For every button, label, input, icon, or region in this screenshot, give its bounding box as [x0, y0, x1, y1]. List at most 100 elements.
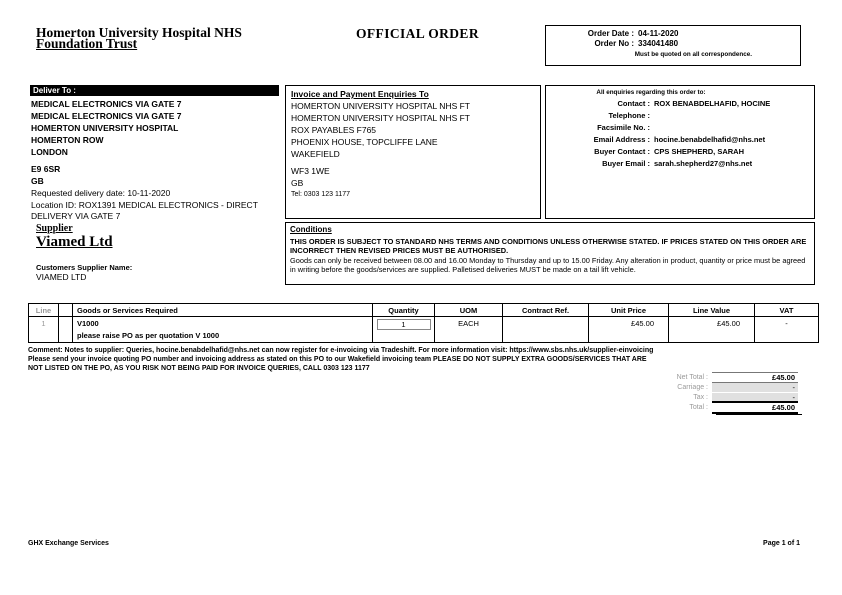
- invoice-address-line: HOMERTON UNIVERSITY HOSPITAL NHS FT: [291, 101, 470, 111]
- supplier-heading: Supplier: [36, 223, 73, 234]
- items-table-header-row: Line Goods or Services Required Quantity…: [28, 303, 819, 317]
- col-header-vat: VAT: [754, 303, 819, 317]
- conditions-box: Conditions THIS ORDER IS SUBJECT TO STAN…: [285, 222, 815, 285]
- table-row: 1 V1000 please raise PO as per quotation…: [28, 316, 819, 343]
- invoice-address-line: WAKEFIELD: [291, 149, 340, 159]
- footer-page-number: Page 1 of 1: [763, 540, 800, 547]
- deliver-country: GB: [31, 176, 44, 186]
- comment-line2: Please send your invoice quoting PO numb…: [28, 356, 647, 363]
- col-header-uom: UOM: [434, 303, 503, 317]
- tax-row: Tax : -: [648, 392, 818, 402]
- enquiries-row-telephone: Telephone :: [546, 110, 814, 122]
- buyer-contact-value: CPS SHEPHERD, SARAH: [654, 147, 745, 156]
- col-header-line-value: Line Value: [668, 303, 755, 317]
- invoice-postcode: WF3 1WE: [291, 166, 330, 176]
- buyer-email-value: sarah.shepherd27@nhs.net: [654, 159, 753, 168]
- conditions-paragraph-2: Goods can only be received between 08.00…: [290, 255, 806, 275]
- invoice-address-line: ROX PAYABLES F765: [291, 125, 377, 135]
- tax-value: -: [712, 392, 798, 402]
- item-description-line2: please raise PO as per quotation V 1000: [77, 331, 220, 340]
- page-title: OFFICIAL ORDER: [356, 26, 479, 41]
- col-header-goods: Goods or Services Required: [72, 303, 373, 317]
- carriage-value: -: [712, 382, 798, 392]
- invoice-telephone: Tel: 0303 123 1177: [291, 191, 351, 198]
- conditions-paragraph-1: THIS ORDER IS SUBJECT TO STANDARD NHS TE…: [290, 236, 807, 256]
- order-no-value: 334041480: [638, 39, 679, 48]
- order-no-label: Order No :: [594, 39, 634, 48]
- invoice-address-line: PHOENIX HOUSE, TOPCLIFFE LANE: [291, 137, 438, 147]
- footer-service-name: GHX Exchange Services: [28, 540, 109, 547]
- col-header-contract-ref: Contract Ref.: [502, 303, 589, 317]
- conditions-heading: Conditions: [290, 225, 332, 234]
- carriage-label: Carriage :: [677, 383, 708, 391]
- order-date-label: Order Date :: [587, 29, 634, 38]
- deliver-to-address: MEDICAL ELECTRONICS VIA GATE 7 MEDICAL E…: [31, 98, 283, 222]
- comment-block: Comment: Notes to supplier: Queries, hoc…: [28, 346, 820, 373]
- item-uom: EACH: [434, 316, 503, 343]
- deliver-postcode: E9 6SR: [31, 164, 61, 174]
- grand-total-value: £45.00: [712, 400, 798, 414]
- col-header-spacer: [58, 303, 73, 317]
- item-quantity-cell: 1: [372, 316, 435, 343]
- item-contract-ref: [502, 316, 589, 343]
- customer-supplier-label: Customers Supplier Name:: [36, 263, 133, 272]
- net-total-value: £45.00: [712, 371, 798, 383]
- item-line-number: 1: [28, 316, 59, 343]
- location-id: Location ID: ROX1391 MEDICAL ELECTRONICS…: [31, 200, 258, 221]
- contact-value: ROX BENABDELHAFID, HOCINE: [654, 99, 771, 108]
- order-info-box: Order Date : 04-11-2020 Order No : 33404…: [545, 25, 801, 66]
- deliver-address-line: MEDICAL ELECTRONICS VIA GATE 7: [31, 99, 182, 109]
- col-header-unit-price: Unit Price: [588, 303, 669, 317]
- tax-label: Tax :: [693, 393, 708, 401]
- comment-line3: NOT LISTED ON THE PO, AS YOU RISK NOT BE…: [28, 365, 370, 372]
- order-date-value: 04-11-2020: [638, 29, 679, 38]
- trust-name: Homerton University Hospital NHS Foundat…: [36, 25, 306, 52]
- col-header-line: Line: [28, 303, 59, 317]
- item-quantity: 1: [376, 319, 431, 330]
- item-spacer-cell: [58, 316, 73, 343]
- net-total-row: Net Total : £45.00: [648, 371, 818, 383]
- email-value: hocine.benabdelhafid@nhs.net: [654, 135, 766, 144]
- grand-total-label: Total :: [689, 403, 708, 411]
- order-note: Must be quoted on all correspondence.: [634, 51, 752, 58]
- total-underline-rule: [716, 414, 802, 415]
- enquiries-row-buyer-contact: Buyer Contact : CPS SHEPHERD, SARAH: [546, 146, 814, 158]
- net-total-label: Net Total :: [676, 373, 708, 381]
- order-enquiries-box: All enquiries regarding this order to: C…: [545, 85, 815, 219]
- item-line-value: £45.00: [668, 316, 755, 343]
- enquiries-row-contact: Contact : ROX BENABDELHAFID, HOCINE: [546, 98, 814, 110]
- item-description: V1000 please raise PO as per quotation V…: [72, 316, 373, 343]
- order-no-row: Order No : 334041480: [546, 39, 800, 49]
- deliver-address-line: LONDON: [31, 147, 68, 157]
- invoice-address-line: HOMERTON UNIVERSITY HOSPITAL NHS FT: [291, 113, 470, 123]
- facsimile-label: Facsimile No. :: [597, 123, 650, 132]
- invoice-country: GB: [291, 178, 304, 188]
- enquiries-heading: All enquiries regarding this order to:: [596, 89, 706, 96]
- supplier-name: Viamed Ltd: [36, 234, 113, 250]
- items-table: Line Goods or Services Required Quantity…: [28, 303, 819, 343]
- requested-delivery-date: Requested delivery date: 10-11-2020: [31, 188, 171, 198]
- deliver-address-line: MEDICAL ELECTRONICS VIA GATE 7: [31, 111, 182, 121]
- deliver-address-line: HOMERTON ROW: [31, 135, 104, 145]
- item-unit-price: £45.00: [588, 316, 669, 343]
- contact-label: Contact :: [617, 99, 651, 108]
- buyer-contact-label: Buyer Contact :: [594, 147, 650, 156]
- col-header-quantity: Quantity: [372, 303, 435, 317]
- comment-line1: Comment: Notes to supplier: Queries, hoc…: [28, 347, 654, 354]
- trust-name-line2: Foundation Trust: [36, 36, 138, 51]
- enquiries-row-buyer-email: Buyer Email : sarah.shepherd27@nhs.net: [546, 158, 814, 170]
- totals-section: Net Total : £45.00 Carriage : - Tax : - …: [648, 371, 818, 415]
- facsimile-value: [650, 122, 654, 134]
- invoice-enquiries-box: Invoice and Payment Enquiries To HOMERTO…: [285, 85, 541, 219]
- deliver-address-line: HOMERTON UNIVERSITY HOSPITAL: [31, 123, 179, 133]
- email-label: Email Address :: [593, 135, 650, 144]
- enquiries-row-facsimile: Facsimile No. :: [546, 122, 814, 134]
- invoice-enquiries-heading: Invoice and Payment Enquiries To: [291, 89, 429, 99]
- customer-supplier-name: VIAMED LTD: [36, 272, 87, 282]
- trust-name-line1: Homerton University Hospital NHS: [36, 25, 242, 40]
- carriage-row: Carriage : -: [648, 382, 818, 392]
- grand-total-row: Total : £45.00: [648, 400, 818, 414]
- order-date-row: Order Date : 04-11-2020: [546, 29, 800, 39]
- enquiries-row-email: Email Address : hocine.benabdelhafid@nhs…: [546, 134, 814, 146]
